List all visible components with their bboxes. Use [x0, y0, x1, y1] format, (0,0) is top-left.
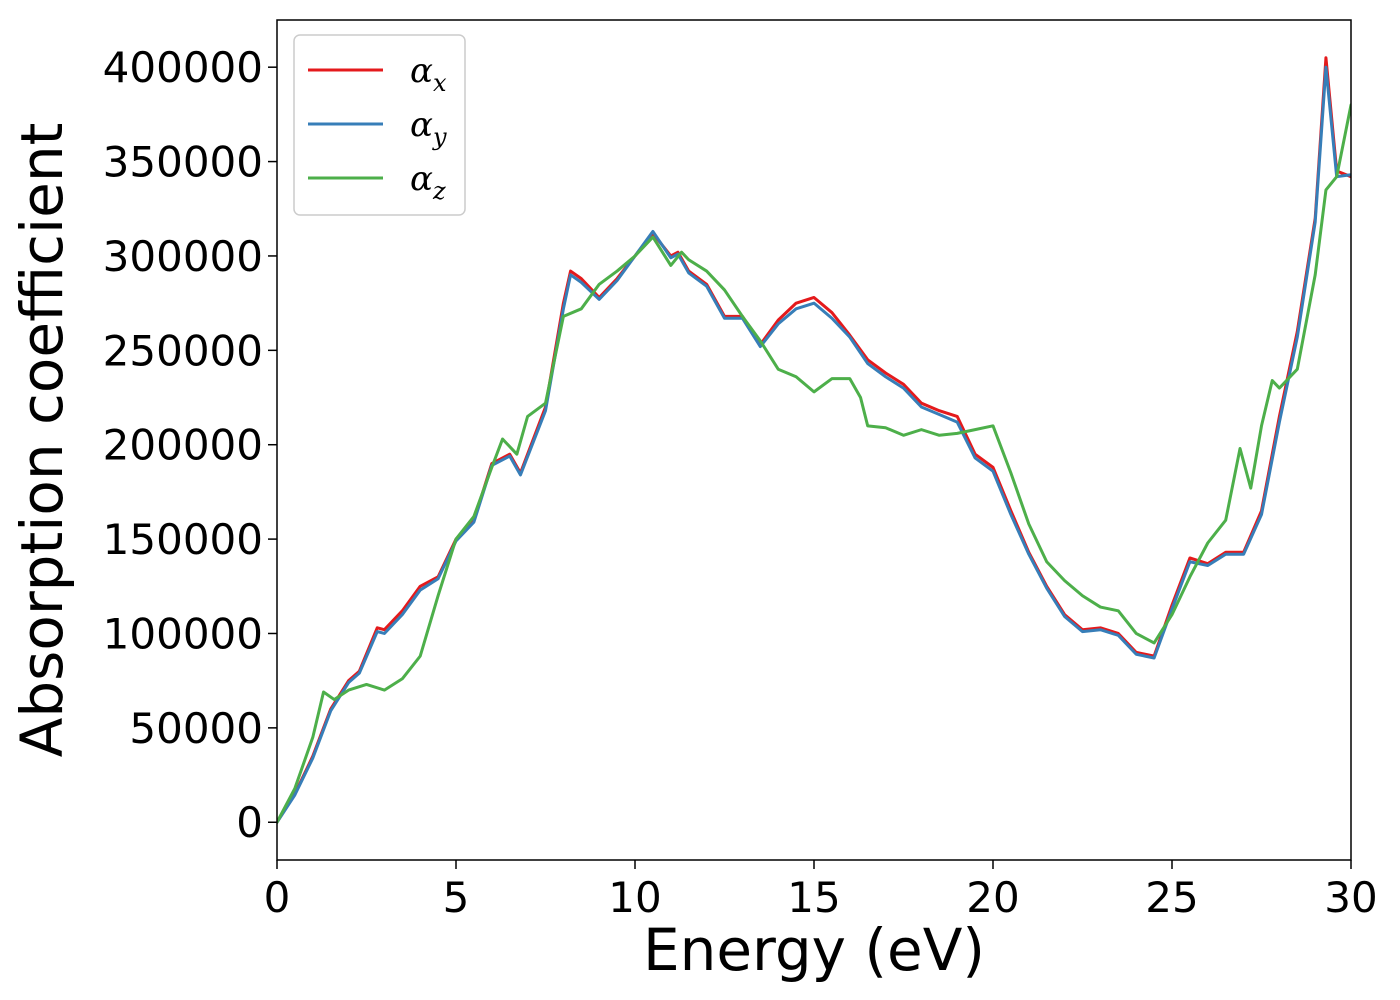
y-tick-label: 200000 — [103, 421, 263, 470]
x-tick-label: 5 — [443, 873, 470, 922]
y-tick-label: 150000 — [103, 515, 263, 564]
y-axis-title: Absorption coefficient — [8, 123, 76, 758]
x-tick-label: 10 — [608, 873, 661, 922]
y-tick-label: 400000 — [103, 43, 263, 92]
y-tick-label: 350000 — [103, 138, 263, 187]
x-tick-label: 20 — [966, 873, 1019, 922]
series-line-z — [277, 103, 1351, 824]
y-tick-label: 300000 — [103, 232, 263, 281]
x-tick-label: 15 — [787, 873, 840, 922]
y-tick-label: 50000 — [129, 704, 263, 753]
x-tick-label: 0 — [264, 873, 291, 922]
y-tick-label: 0 — [236, 798, 263, 847]
x-tick-label: 30 — [1324, 873, 1377, 922]
x-axis-title: Energy (eV) — [643, 916, 985, 984]
legend-label-y: αy — [410, 105, 447, 151]
y-tick-label: 250000 — [103, 326, 263, 375]
plot-area — [277, 56, 1351, 824]
y-tick-label: 100000 — [103, 609, 263, 658]
x-tick-label: 25 — [1145, 873, 1198, 922]
axes: 0 5 10 15 20 25 30 0 50000 100000 150000 200000 2500… — [103, 19, 1378, 922]
